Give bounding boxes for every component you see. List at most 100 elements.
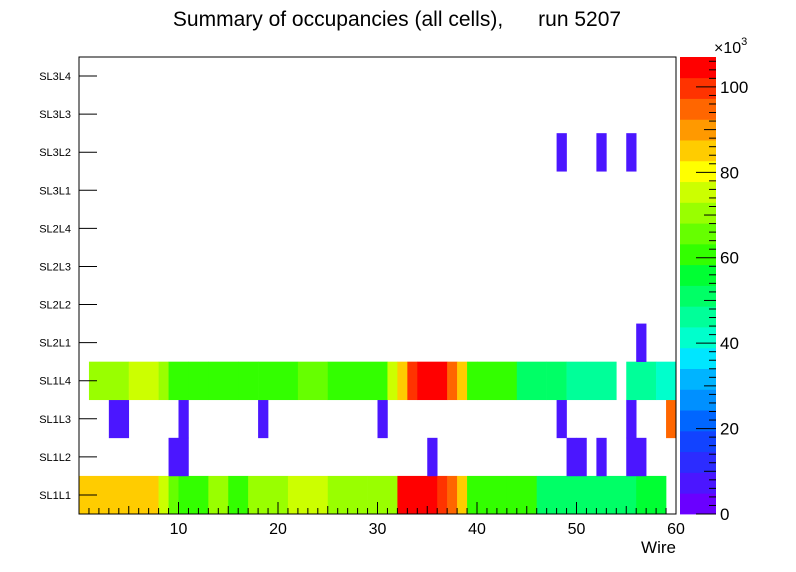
- x-tick-label-60: 60: [667, 521, 685, 538]
- chart-title: Summary of occupancies (all cells), run …: [173, 8, 621, 31]
- z-tick-label-20: 20: [720, 420, 739, 439]
- palette-swatch-18: [680, 119, 716, 141]
- heatmap-cell-sl1l4-23: [297, 361, 329, 401]
- heatmap-cell-sl1l3-11: [178, 399, 189, 439]
- z-tick-label-40: 40: [720, 334, 739, 353]
- x-axis: 10 20 30 40 50 60: [78, 502, 685, 538]
- x-axis-label: Wire: [641, 538, 676, 557]
- palette-swatch-13: [680, 223, 716, 245]
- z-multiplier-exponent: 3: [741, 36, 747, 48]
- heatmap-cell-sl1l2-36: [427, 437, 438, 477]
- heatmap-cell-sl1l4-33: [397, 361, 408, 401]
- heatmap-cell-sl1l4-50: [566, 361, 587, 401]
- heatmap-cell-sl2l1-57: [636, 323, 647, 362]
- palette-swatch-14: [680, 202, 716, 224]
- palette-swatch-6: [680, 368, 716, 390]
- heatmap-cell-sl1l2-51: [576, 437, 587, 477]
- heatmap-cell-sl1l1-18: [248, 475, 289, 515]
- palette-swatch-0: [680, 493, 716, 515]
- heatmap-cell-sl1l1-44: [506, 475, 537, 515]
- heatmap-cell-sl3l2-49: [556, 133, 567, 172]
- heatmap-cell-sl1l1-22: [287, 475, 329, 515]
- heatmap-cell-sl1l1-14: [208, 475, 229, 515]
- palette-swatch-17: [680, 140, 716, 162]
- z-axis: 0 20 40 60 80 100: [696, 60, 748, 524]
- heatmap-cell-sl1l2-10: [168, 437, 189, 477]
- palette-swatch-4: [680, 410, 716, 432]
- heatmap-cell-sl1l1-47: [536, 475, 637, 515]
- heatmap-cell-sl3l2-56: [626, 133, 637, 172]
- heatmap-cell-sl1l4-26: [327, 361, 388, 401]
- heatmap-cell-sl1l1-30: [367, 475, 398, 515]
- y-tick-label-sl1l1: SL1L1: [39, 490, 71, 502]
- y-tick-label-sl1l4: SL1L4: [39, 376, 71, 388]
- heatmap-cell-sl1l1-16: [228, 475, 249, 515]
- z-tick-label-80: 80: [720, 163, 739, 182]
- y-tick-label-sl2l2: SL2L2: [39, 300, 71, 312]
- heatmap-cell-sl1l1-9: [158, 475, 169, 515]
- heatmap-cell-sl1l4-14: [208, 361, 239, 401]
- heatmap-cell-sl1l4-34: [407, 361, 418, 401]
- heatmap-cell-sl1l4-38: [447, 361, 458, 401]
- heatmap-cell-sl1l4-41: [477, 361, 518, 401]
- z-multiplier-base: ×10: [714, 40, 741, 57]
- heatmap-cell-sl1l4-40: [467, 361, 478, 401]
- heatmap-cell-sl1l1-57: [636, 475, 667, 515]
- palette-swatch-21: [680, 57, 716, 79]
- heatmap-cell-sl1l1-11: [178, 475, 209, 515]
- y-tick-label-sl3l2: SL3L2: [39, 147, 71, 159]
- palette-swatch-11: [680, 264, 716, 286]
- x-tick-label-10: 10: [170, 521, 188, 538]
- palette-swatch-3: [680, 430, 716, 453]
- x-tick-label-40: 40: [468, 521, 486, 538]
- palette-swatch-16: [680, 160, 716, 183]
- x-tick-label-50: 50: [568, 521, 586, 538]
- x-tick-label-20: 20: [269, 521, 287, 538]
- palette-swatch-5: [680, 389, 716, 411]
- heatmap-cell-sl1l1-38: [447, 475, 458, 515]
- y-axis: SL1L1 SL1L2 SL1L3 SL1L4 SL2L1 SL2L2 SL2L3 SL2L4…: [39, 71, 97, 502]
- heatmap-cells: [79, 133, 677, 515]
- y-tick-label-sl2l4: SL2L4: [39, 223, 71, 235]
- y-tick-label-sl2l3: SL2L3: [39, 261, 71, 273]
- z-tick-label-0: 0: [720, 505, 729, 524]
- z-axis-multiplier: ×103: [714, 36, 747, 57]
- heatmap-cell-sl1l3-60: [666, 399, 677, 439]
- heatmap-cell-sl1l2-53: [596, 437, 607, 477]
- heatmap-cell-sl1l1-40: [467, 475, 508, 515]
- heatmap-cell-sl1l4-19: [258, 361, 299, 401]
- palette-swatch-1: [680, 472, 716, 494]
- color-palette-bar: [680, 57, 716, 515]
- palette-swatch-10: [680, 285, 716, 307]
- heatmap-cell-sl3l2-53: [596, 133, 607, 172]
- palette-swatch-15: [680, 181, 716, 203]
- palette-swatch-19: [680, 98, 716, 120]
- y-tick-label-sl1l2: SL1L2: [39, 452, 71, 464]
- heatmap-cell-sl1l2-50: [566, 437, 577, 477]
- y-tick-label-sl2l1: SL2L1: [39, 338, 71, 350]
- heatmap-cell-sl1l1-33: [397, 475, 438, 515]
- heatmap-cell-sl1l4-17: [238, 361, 259, 401]
- heatmap-cell-sl1l2-56: [626, 437, 647, 477]
- heatmap-cell-sl1l4-32: [387, 361, 398, 401]
- y-tick-label-sl1l3: SL1L3: [39, 414, 71, 426]
- heatmap-cell-sl1l4-39: [457, 361, 468, 401]
- heatmap-cell-sl1l3-56: [626, 399, 637, 439]
- heatmap-cell-sl1l4-48: [546, 361, 567, 401]
- heatmap-cell-sl1l4-12: [188, 361, 209, 401]
- palette-swatch-8: [680, 327, 716, 349]
- heatmap-cell-sl1l4-10: [168, 361, 189, 401]
- heatmap-cell-sl1l3-49: [556, 399, 567, 439]
- z-tick-label-60: 60: [720, 249, 739, 268]
- heatmap-cell-sl1l1-39: [457, 475, 468, 515]
- heatmap-cell-sl1l4-3: [98, 361, 130, 401]
- heatmap-cell-sl1l4-9: [158, 361, 169, 401]
- heatmap-cell-sl1l4-45: [516, 361, 547, 401]
- heatmap-cell-sl1l3-31: [377, 399, 388, 439]
- palette-swatch-7: [680, 347, 716, 369]
- heatmap-cell-sl1l4-35: [417, 361, 448, 401]
- y-tick-label-sl3l1: SL3L1: [39, 185, 71, 197]
- heatmap-cell-sl1l3-19: [258, 399, 269, 439]
- heatmap-cell-sl1l4-6: [128, 361, 159, 401]
